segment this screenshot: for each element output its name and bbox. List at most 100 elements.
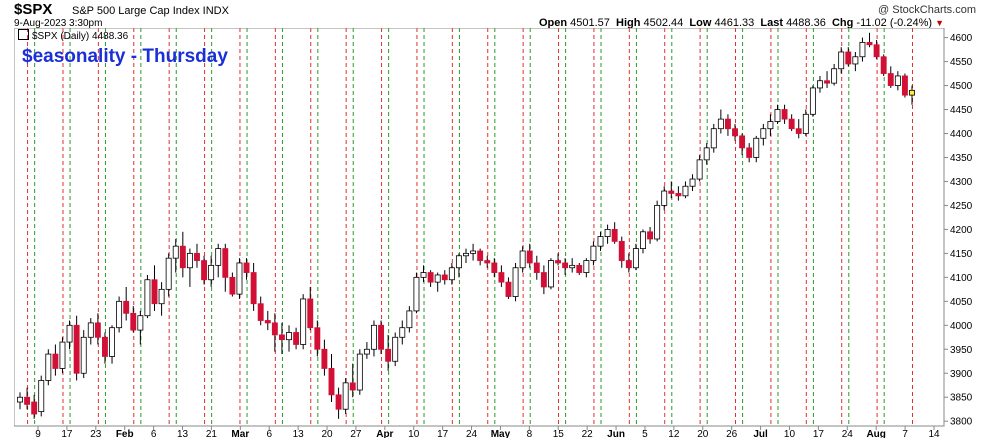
candle-body <box>477 250 484 261</box>
candle-body <box>802 113 809 134</box>
candle-body <box>102 336 108 357</box>
candle-body <box>512 267 519 297</box>
chart-header: $SPX S&P 500 Large Cap Index INDX @ Stoc… <box>0 0 990 29</box>
candle-body <box>717 118 724 130</box>
candle-body <box>767 121 774 130</box>
candle-body <box>732 128 738 137</box>
candle-body <box>151 279 158 305</box>
candle-body <box>17 396 23 403</box>
candle-body <box>533 262 540 273</box>
candle-body <box>519 250 526 269</box>
candle-body <box>342 382 349 410</box>
x-tick-label: 23 <box>90 429 102 438</box>
y-tick-label: 4450 <box>950 105 973 116</box>
y-tick-label: 4500 <box>950 81 973 92</box>
chart-title: $easonality - Thursday <box>22 46 228 67</box>
candle-body <box>349 382 356 391</box>
candle-body <box>562 262 569 269</box>
candle-body <box>427 272 434 283</box>
x-tick-label: Feb <box>116 429 134 438</box>
y-tick-label: 3900 <box>950 369 973 380</box>
candle-body <box>647 231 654 240</box>
candle-body <box>413 276 420 312</box>
y-tick-label: 4550 <box>950 57 973 68</box>
candle-body <box>632 248 639 269</box>
candle-body <box>654 205 661 240</box>
candle-body <box>137 315 144 331</box>
candle-body <box>597 236 604 247</box>
candle-body <box>208 264 215 281</box>
y-tick-label: 4600 <box>950 33 973 44</box>
candle-body <box>300 298 307 345</box>
down-arrow-icon: ▼ <box>935 18 944 28</box>
candle-body <box>824 80 830 84</box>
candle-body <box>165 257 172 290</box>
candle-body <box>618 240 625 261</box>
candle-body <box>866 41 873 46</box>
candle-body <box>703 147 710 161</box>
x-axis: 9 17 23 Feb 6 13 21 Mar 6 13 20 27 Apr 10 17 24 May 8 15 22… <box>35 426 940 438</box>
candle-body <box>66 324 73 343</box>
candle-body <box>739 135 746 149</box>
candle-body <box>696 159 703 180</box>
x-tick-label: 20 <box>321 429 333 438</box>
candle-body <box>123 300 130 314</box>
x-tick-label: 14 <box>928 429 940 438</box>
candle-body <box>710 128 717 149</box>
candle-body <box>356 353 363 391</box>
candles <box>17 32 915 419</box>
candle-body <box>215 248 222 266</box>
candle-body <box>873 44 880 58</box>
x-tick-label: 27 <box>350 429 362 438</box>
y-tick-label: 4150 <box>950 249 973 260</box>
y-tick-label: 4300 <box>950 177 973 188</box>
brand-watermark: @ StockCharts.com <box>878 4 976 16</box>
candle-body <box>236 262 243 295</box>
candle-body <box>590 245 597 261</box>
y-tick-label: 4250 <box>950 201 973 212</box>
candle-body <box>795 128 802 134</box>
candle-body <box>87 322 94 338</box>
x-tick-label: May <box>491 429 511 438</box>
candle-body <box>52 353 59 369</box>
x-tick-label: 24 <box>842 429 854 438</box>
candle-body <box>894 75 901 86</box>
candle-body <box>434 274 441 283</box>
candle-body <box>682 185 689 197</box>
candle-body <box>852 56 859 65</box>
x-tick-label: Jul <box>753 429 768 438</box>
candle-body <box>526 250 533 264</box>
candle-body <box>463 252 469 257</box>
candle-body <box>505 281 512 297</box>
candle-body <box>278 334 285 341</box>
candle-body <box>201 260 208 281</box>
candle-body <box>250 272 257 305</box>
x-tick-label: 12 <box>668 429 680 438</box>
x-tick-label: 10 <box>784 429 796 438</box>
candle-body <box>887 73 894 86</box>
y-tick-label: 4350 <box>950 153 973 164</box>
low-label: Low <box>689 17 712 29</box>
candle-body <box>909 89 915 96</box>
x-tick-label: 21 <box>206 429 218 438</box>
candle-body <box>328 368 335 396</box>
candle-body <box>116 300 123 329</box>
candle-body <box>45 353 52 381</box>
candle-body <box>286 332 292 341</box>
weekly-markers <box>27 28 913 426</box>
legend-label: $SPX (Daily) 4488.36 <box>32 31 129 42</box>
y-tick-label: 4400 <box>950 129 973 140</box>
candle-body <box>831 68 838 84</box>
open-label: Open <box>538 17 568 29</box>
last-label: Last <box>760 17 783 29</box>
candlestick-chart: 3800 3850 3900 3950 4000 4050 4100 4150 4200 4250… <box>14 28 973 438</box>
candle-body <box>59 341 66 369</box>
candle-body <box>307 298 314 329</box>
candle-body <box>229 276 236 295</box>
candle-body <box>441 274 448 281</box>
candle-body <box>385 348 392 362</box>
candle-body <box>675 193 682 197</box>
candle-body <box>392 336 399 362</box>
candle-body <box>583 260 590 273</box>
x-tick-label: 17 <box>437 429 449 438</box>
